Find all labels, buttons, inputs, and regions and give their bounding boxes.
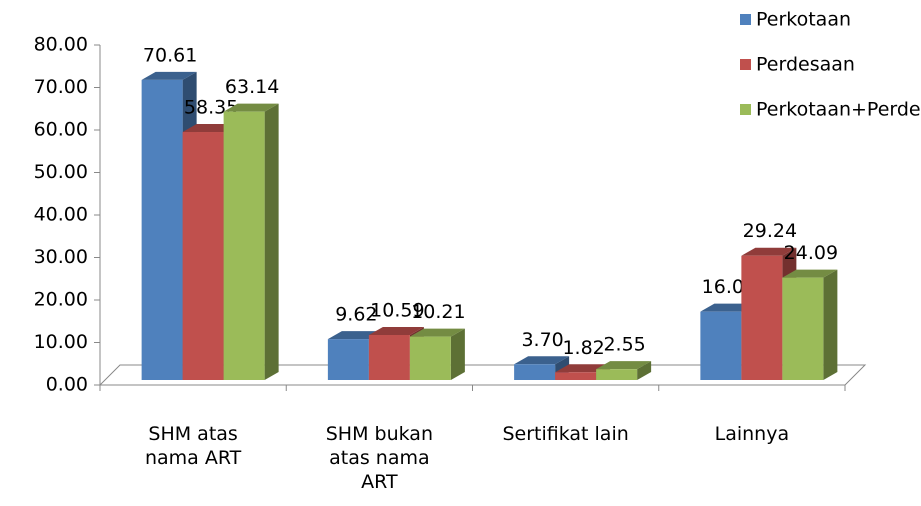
floor — [98, 364, 867, 386]
bar-top — [409, 328, 465, 337]
value-label: 3.70 — [521, 329, 563, 351]
bar — [182, 132, 224, 380]
value-label: 10.21 — [411, 301, 465, 323]
legend-swatch — [740, 14, 751, 25]
bar — [514, 364, 556, 380]
x-tick-label: SHM atas nama ART — [144, 423, 242, 469]
y-tick-label: 30.00 — [34, 246, 88, 268]
bar-top — [741, 247, 797, 256]
legend-swatch — [740, 59, 751, 70]
bar — [141, 79, 183, 380]
value-label: 70.61 — [143, 44, 197, 66]
bar — [368, 334, 410, 380]
y-tick-label: 10.00 — [34, 331, 88, 353]
value-label: 9.62 — [335, 304, 377, 326]
bar-side — [450, 328, 465, 380]
value-label: 29.24 — [743, 220, 797, 242]
bar-top — [782, 269, 838, 278]
bar-top — [223, 103, 279, 112]
bar-top — [596, 361, 652, 370]
value-label: 1.82 — [562, 337, 604, 359]
value-label: 63.14 — [225, 76, 279, 98]
bar — [596, 369, 638, 380]
y-tick-label: 40.00 — [34, 204, 88, 226]
legend-label: Perdesaan — [756, 54, 855, 76]
x-tick-label: Sertifikat lain — [502, 423, 629, 445]
y-tick-label: 80.00 — [34, 34, 88, 56]
bar — [223, 111, 265, 380]
bar — [409, 336, 451, 380]
bar-top — [514, 356, 570, 365]
y-tick-label: 20.00 — [34, 289, 88, 311]
bar — [741, 255, 783, 380]
bar-side — [264, 103, 279, 380]
bar — [782, 277, 824, 380]
x-tick-label: SHM bukan atas nama ART — [325, 423, 433, 493]
y-tick-label: 50.00 — [34, 161, 88, 183]
legend-swatch — [740, 104, 751, 115]
legend-label: Perkotaan+Perdesaan — [756, 99, 921, 121]
x-tick-label: Lainnya — [714, 423, 790, 445]
bar — [327, 339, 369, 380]
bar-top — [141, 71, 197, 80]
value-label: 2.55 — [603, 334, 645, 356]
y-tick-label: 0.00 — [46, 374, 88, 396]
bar-side — [637, 361, 652, 380]
bar — [555, 372, 597, 380]
legend-label: Perkotaan — [756, 9, 851, 31]
value-label: 10.59 — [370, 299, 424, 321]
y-tick-label: 70.00 — [34, 76, 88, 98]
y-tick-label: 60.00 — [34, 119, 88, 141]
bar-side — [823, 269, 838, 380]
bar-top — [368, 326, 424, 335]
bar — [700, 311, 742, 380]
value-label: 24.09 — [784, 242, 838, 264]
